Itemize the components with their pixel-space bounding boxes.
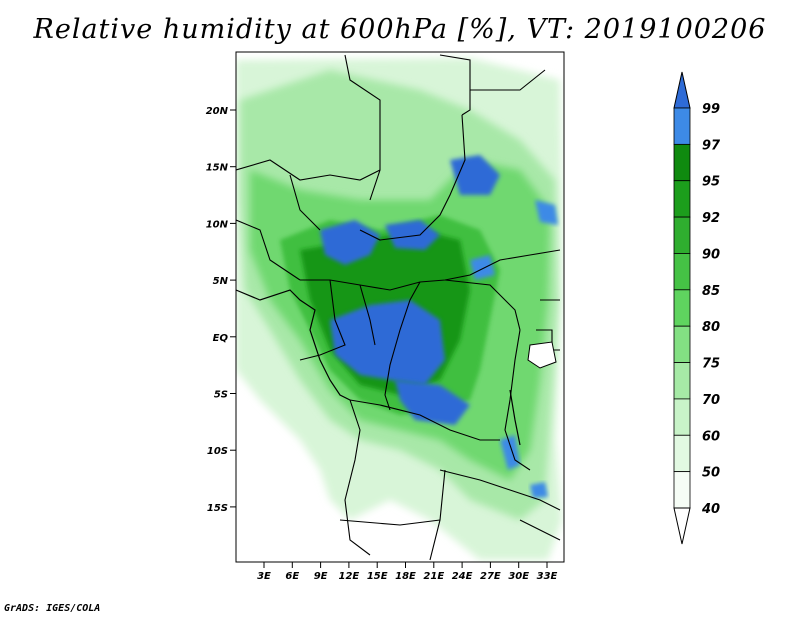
colorbar-segment bbox=[673, 471, 691, 509]
colorbar-label: 70 bbox=[702, 393, 720, 408]
colorbar-segment bbox=[673, 325, 691, 363]
lon-tick-label: 33E bbox=[537, 571, 558, 582]
lake-tanganyika bbox=[509, 389, 521, 446]
colorbar-label: 80 bbox=[702, 320, 720, 335]
lat-tick-label: 20N bbox=[206, 106, 229, 117]
lat-tick-label: 10S bbox=[207, 446, 228, 457]
lat-tick-label: 5S bbox=[214, 390, 228, 401]
humidity-core-97-h bbox=[470, 255, 495, 280]
map-frame bbox=[235, 51, 565, 563]
colorbar-label: 75 bbox=[702, 357, 720, 372]
colorbar-bottom-arrow bbox=[673, 507, 691, 545]
colorbar-segment bbox=[673, 216, 691, 254]
longitude-axis: 3E 6E 9E 12E 15E 18E 21E 24E 27E 30E 33E bbox=[257, 562, 558, 582]
lon-tick-label: 27E bbox=[480, 571, 501, 582]
credit-label: GrADS: IGES/COLA bbox=[4, 603, 101, 614]
lon-tick-label: 21E bbox=[423, 571, 444, 582]
colorbar-label: 97 bbox=[702, 138, 721, 153]
colorbar-segment bbox=[673, 398, 691, 436]
latitude-axis: 20N 15N 10N 5N EQ 5S 10S 15S bbox=[206, 106, 236, 514]
lon-tick-label: 12E bbox=[339, 571, 360, 582]
colorbar-segment bbox=[673, 289, 691, 327]
humidity-core-97-a bbox=[320, 220, 380, 265]
colorbar-segment bbox=[673, 253, 691, 291]
lat-tick-label: 5N bbox=[213, 276, 229, 287]
lake-victoria bbox=[527, 341, 557, 369]
lon-tick-label: 15E bbox=[367, 571, 388, 582]
colorbar-label: 92 bbox=[702, 211, 720, 226]
colorbar-top-arrow bbox=[673, 71, 691, 109]
colorbar-segment bbox=[673, 362, 691, 400]
lon-tick-label: 30E bbox=[508, 571, 529, 582]
colorbar-segment bbox=[673, 143, 691, 182]
humidity-core-97-f bbox=[500, 435, 520, 470]
lon-tick-label: 24E bbox=[452, 571, 473, 582]
map-panel bbox=[235, 51, 565, 563]
colorbar-label: 50 bbox=[702, 466, 720, 481]
colorbar-label: 90 bbox=[702, 247, 720, 262]
colorbar-label: 60 bbox=[702, 429, 720, 444]
colorbar-segment bbox=[673, 180, 691, 218]
humidity-core-97-i bbox=[530, 482, 548, 498]
lat-tick-label: 15S bbox=[207, 503, 228, 514]
colorbar-segment bbox=[673, 107, 691, 145]
lat-tick-label: 10N bbox=[206, 219, 229, 230]
country-borders bbox=[236, 54, 561, 561]
lon-tick-label: 3E bbox=[257, 571, 271, 582]
humidity-core-97-b bbox=[385, 220, 440, 250]
colorbar: 99 97 95 92 90 85 80 75 70 60 50 40 bbox=[673, 71, 721, 545]
humidity-core-97-c bbox=[330, 300, 445, 385]
coastline bbox=[236, 289, 351, 401]
colorbar-segment bbox=[673, 434, 691, 473]
colorbar-label: 99 bbox=[702, 102, 720, 117]
chart-title: Relative humidity at 600hPa [%], VT: 201… bbox=[33, 14, 767, 45]
lon-tick-label: 6E bbox=[285, 571, 299, 582]
colorbar-label: 40 bbox=[701, 502, 720, 517]
humidity-core-97-g bbox=[535, 200, 558, 225]
lon-tick-label: 9E bbox=[314, 571, 328, 582]
colorbar-label: 85 bbox=[702, 284, 720, 299]
colorbar-label: 95 bbox=[702, 175, 720, 190]
lon-tick-label: 18E bbox=[395, 571, 416, 582]
humidity-field bbox=[236, 54, 562, 561]
lat-tick-label: 15N bbox=[206, 163, 229, 174]
lat-tick-label: EQ bbox=[213, 333, 229, 344]
